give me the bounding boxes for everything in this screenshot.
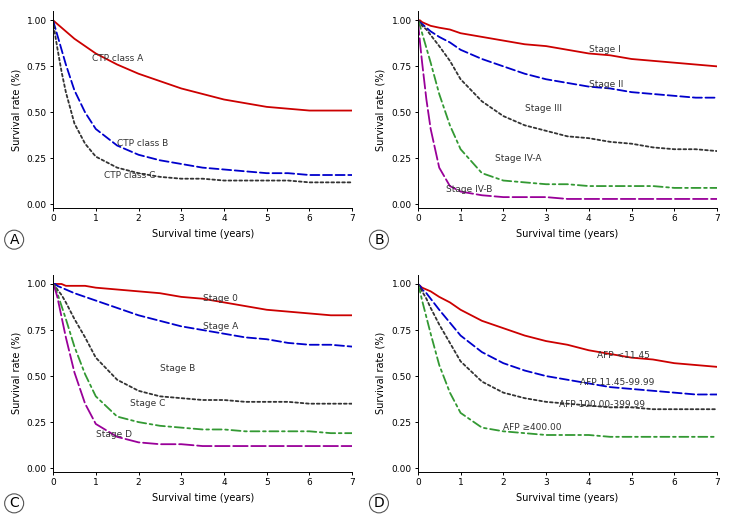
Text: Stage III: Stage III xyxy=(525,104,561,113)
Text: Stage A: Stage A xyxy=(202,322,238,331)
X-axis label: Survival time (years): Survival time (years) xyxy=(151,229,254,239)
X-axis label: Survival time (years): Survival time (years) xyxy=(151,493,254,502)
Text: Stage C: Stage C xyxy=(130,399,165,408)
Text: CTP class A: CTP class A xyxy=(91,54,143,63)
Text: Stage 0: Stage 0 xyxy=(202,294,238,303)
Text: AFP <11.45: AFP <11.45 xyxy=(597,351,650,360)
Text: CTP class C: CTP class C xyxy=(105,171,156,181)
Y-axis label: Survival rate (%): Survival rate (%) xyxy=(11,332,21,415)
Text: A: A xyxy=(10,233,19,247)
Text: D: D xyxy=(374,496,385,510)
X-axis label: Survival time (years): Survival time (years) xyxy=(516,493,618,502)
Y-axis label: Survival rate (%): Survival rate (%) xyxy=(376,69,386,151)
Text: Stage IV-A: Stage IV-A xyxy=(495,154,541,163)
Y-axis label: Survival rate (%): Survival rate (%) xyxy=(376,332,386,415)
Text: B: B xyxy=(374,233,384,247)
Text: AFP 100.00-399.99: AFP 100.00-399.99 xyxy=(559,400,645,409)
X-axis label: Survival time (years): Survival time (years) xyxy=(516,229,618,239)
Text: Stage I: Stage I xyxy=(588,45,621,54)
Text: Stage II: Stage II xyxy=(588,80,623,89)
Text: CTP class B: CTP class B xyxy=(117,139,168,148)
Text: Stage IV-B: Stage IV-B xyxy=(446,185,492,194)
Text: AFP ≥400.00: AFP ≥400.00 xyxy=(504,423,562,432)
Text: C: C xyxy=(10,496,19,510)
Text: Stage B: Stage B xyxy=(160,364,195,373)
Y-axis label: Survival rate (%): Survival rate (%) xyxy=(11,69,21,151)
Text: Stage D: Stage D xyxy=(96,430,132,439)
Text: AFP 11.45-99.99: AFP 11.45-99.99 xyxy=(580,378,655,387)
